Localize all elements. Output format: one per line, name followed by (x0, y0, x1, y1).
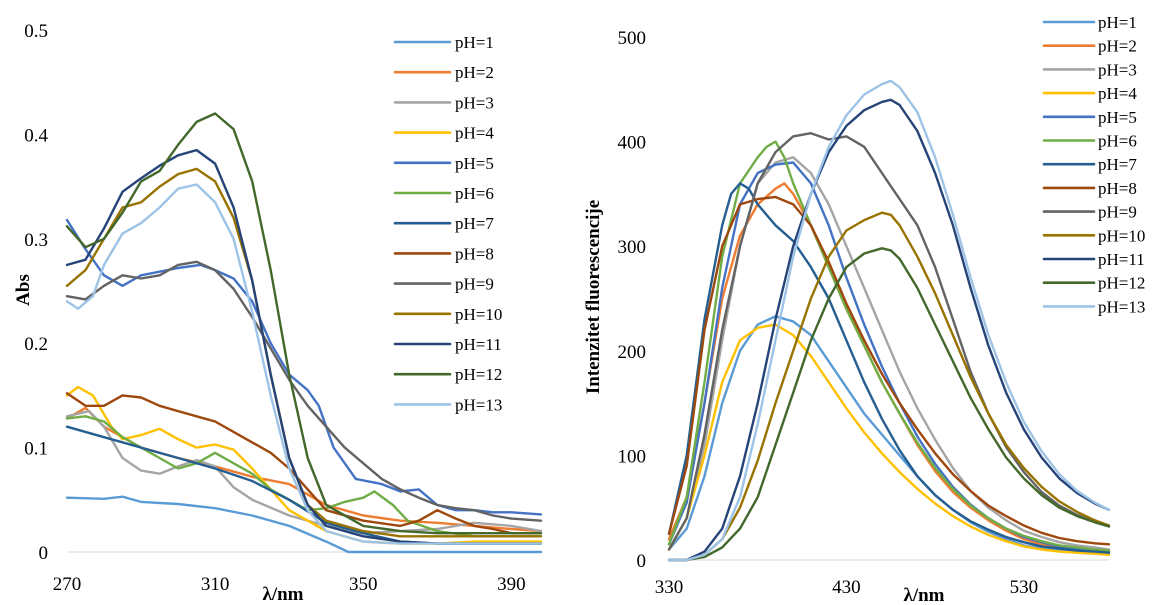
legend-label: pH=11 (1098, 250, 1145, 269)
x-tick-label: 310 (201, 574, 230, 595)
series-line-ph-3 (65, 409, 543, 535)
series-line-ph-13 (65, 183, 543, 545)
x-tick-label: 390 (497, 574, 526, 595)
legend-label: pH=13 (1098, 297, 1145, 316)
absorbance-chart: 0 0.1 0.2 0.3 0.4 0.5 270 310 350 390 λ/nm Abs pH=1 p… (13, 21, 543, 605)
series-line-ph-11 (667, 98, 1111, 562)
y-tick-label: 0.3 (24, 230, 48, 251)
legend-label: pH=1 (455, 33, 494, 52)
legend-label: pH=5 (455, 154, 494, 173)
legend-label: pH=4 (1098, 84, 1137, 103)
series-line-ph-6 (667, 140, 1111, 552)
legend-label: pH=10 (1098, 226, 1145, 245)
legend-label: pH=7 (1098, 155, 1137, 174)
y-tick-label: 0.1 (24, 439, 48, 460)
x-axis-title: λ/nm (262, 584, 303, 605)
y-tick-label: 300 (618, 237, 647, 258)
y-axis-title: Intenzitet fluorescencije (583, 200, 604, 394)
y-tick-label: 0 (39, 543, 49, 564)
series-line-ph-8 (667, 195, 1111, 546)
y-axis-title: Abs (13, 274, 34, 306)
legend-label: pH=9 (1098, 203, 1137, 222)
x-tick-label: 350 (349, 574, 378, 595)
legend-label: pH=6 (1098, 132, 1137, 151)
y-tick-label: 200 (618, 342, 647, 363)
legend-label: pH=10 (455, 305, 502, 324)
legend-label: pH=7 (455, 214, 494, 233)
y-tick-label: 500 (618, 28, 647, 49)
y-tick-label: 0.5 (24, 21, 48, 42)
series-line-ph-4 (667, 323, 1111, 556)
legend-label: pH=6 (455, 184, 494, 203)
x-tick-label: 270 (53, 574, 82, 595)
series-line-ph-9 (65, 260, 543, 522)
series-line-ph-12 (667, 247, 1111, 562)
legend-label: pH=13 (455, 395, 502, 414)
series-line-ph-13 (667, 79, 1111, 562)
y-tick-label: 0.2 (24, 334, 48, 355)
y-tick-label: 0.4 (24, 125, 48, 146)
legend-label: pH=8 (455, 244, 494, 263)
series-line-ph-8 (65, 392, 543, 535)
legend-label: pH=5 (1098, 108, 1137, 127)
legend-label: pH=3 (455, 93, 494, 112)
series-line-ph-12 (65, 112, 543, 535)
legend-label: pH=12 (455, 365, 502, 384)
y-tick-label: 100 (618, 446, 647, 467)
series-line-ph-7 (667, 182, 1111, 554)
x-tick-label: 530 (1010, 577, 1039, 598)
legend-label: pH=2 (1098, 37, 1137, 56)
legend-label: pH=4 (455, 124, 494, 143)
legend-label: pH=2 (455, 63, 494, 82)
x-axis-title: λ/nm (903, 585, 944, 605)
y-tick-label: 400 (618, 133, 647, 154)
legend-label: pH=8 (1098, 179, 1137, 198)
x-tick-label: 330 (655, 577, 684, 598)
y-tick-label: 0 (637, 551, 647, 572)
series-line-ph-9 (667, 132, 1111, 551)
legend-label: pH=1 (1098, 13, 1137, 32)
legend-label: pH=3 (1098, 60, 1137, 79)
legend-label: pH=12 (1098, 274, 1145, 293)
legend-label: pH=9 (455, 275, 494, 294)
series-line-ph-1 (65, 495, 543, 554)
x-tick-label: 430 (832, 577, 861, 598)
legend-label: pH=11 (455, 335, 502, 354)
fluorescence-chart: 0 100 200 300 400 500 330 430 530 λ/nm Intenzitet … (583, 13, 1145, 605)
series-line-ph-5 (65, 218, 543, 516)
series-line-ph-10 (667, 211, 1111, 562)
